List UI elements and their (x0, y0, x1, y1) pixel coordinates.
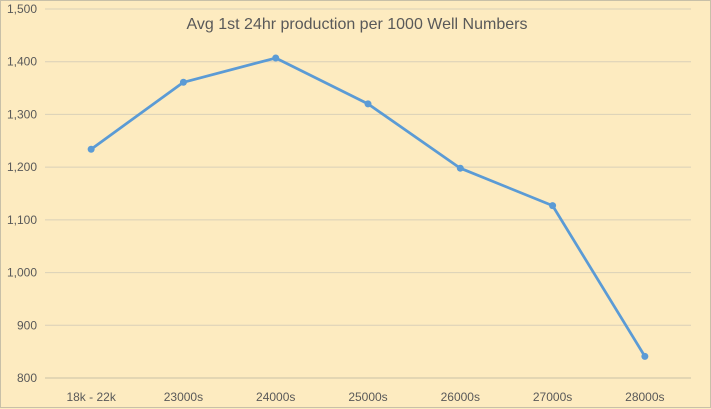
x-tick-label: 28000s (625, 390, 664, 404)
data-point (272, 54, 280, 62)
y-tick-label: 1,100 (7, 213, 37, 227)
data-point (364, 100, 372, 108)
y-tick-label: 1,300 (7, 107, 37, 121)
x-tick-label: 26000s (441, 390, 480, 404)
x-tick-label: 25000s (348, 390, 387, 404)
x-tick-label: 27000s (533, 390, 572, 404)
y-tick-label: 900 (17, 318, 37, 332)
y-tick-label: 1,000 (7, 266, 37, 280)
data-point (549, 202, 557, 210)
data-point (641, 352, 649, 360)
y-tick-label: 1,200 (7, 160, 37, 174)
data-point (179, 78, 187, 86)
data-point (87, 145, 95, 153)
data-point (456, 164, 464, 172)
y-axis-ticks: 800 900 1,000 1,100 1,200 1,300 1,400 1,500 (7, 2, 37, 385)
series-layer (87, 54, 649, 360)
chart-title: Avg 1st 24hr production per 1000 Well Nu… (187, 16, 528, 33)
x-axis-ticks: 18k - 22k 23000s 24000s 25000s 26000s 27000s 2… (66, 390, 664, 404)
y-tick-label: 1,400 (7, 55, 37, 69)
y-tick-label: 1,500 (7, 2, 37, 16)
x-tick-label: 24000s (256, 390, 295, 404)
x-tick-label: 18k - 22k (66, 390, 116, 404)
y-tick-label: 800 (17, 371, 37, 385)
gridlines (45, 8, 691, 379)
x-tick-label: 23000s (164, 390, 203, 404)
